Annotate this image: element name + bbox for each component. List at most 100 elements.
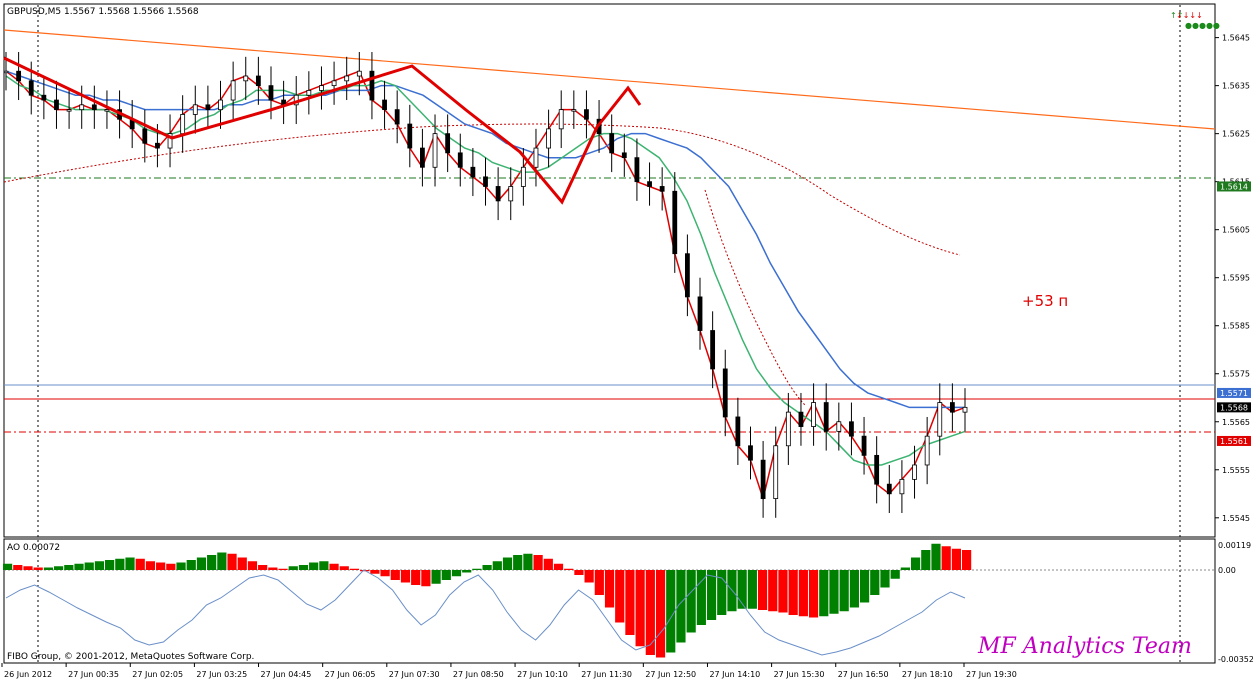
candle-body [962,406,968,413]
price-tag-label: 1.5571 [1220,389,1248,398]
candle-body [382,99,387,111]
candle-body [255,75,261,87]
candle-body [457,152,463,168]
price-tick-label: 1.5605 [1222,226,1250,235]
ao-bar [717,570,727,615]
ao-bar [298,565,309,570]
ao-bar [737,570,747,609]
ao-bar [788,570,798,615]
candle-body [268,85,274,101]
candle-body [659,186,665,192]
candle-body [331,80,337,87]
ao-bar [900,567,910,570]
candle-body [306,90,312,96]
price-tick-label: 1.5555 [1222,466,1250,475]
ao-bar [237,557,247,570]
copyright-text: FIBO Group, © 2001-2012, MetaQuotes Soft… [7,652,254,662]
main-plot-frame [3,3,1216,538]
time-tick-label: 27 Jun 10:10 [517,670,568,679]
ao-bar [502,557,513,570]
candle-body [16,70,22,82]
ao-bar [33,567,43,570]
price-tick-label: 1.5545 [1222,514,1250,523]
time-tick-label: 27 Jun 08:50 [453,670,504,679]
ao-bar [125,557,135,570]
ao-bar [798,570,808,617]
candle-body [533,147,539,168]
ao-bar [115,558,125,570]
candle-body [91,104,97,111]
candle-body [874,454,880,485]
time-tick-label: 27 Jun 12:50 [645,670,696,679]
price-tick-label: 1.5595 [1222,274,1250,283]
candle-body [218,99,223,111]
candle-body [710,330,716,370]
ao-bar [890,570,900,579]
price-tag [1217,435,1251,446]
ao-bar [156,562,166,570]
time-tick-label: 27 Jun 18:10 [902,670,953,679]
ao-bar [166,563,176,570]
ao-bar [329,563,339,570]
candle-body [508,186,514,202]
time-tick-label: 27 Jun 04:45 [261,670,312,679]
ao-bar [962,550,972,570]
ao-bar [217,552,227,570]
ao-bar [533,555,543,570]
ao-bar [105,560,115,570]
candle-body [344,75,350,82]
ao-bar [819,570,829,617]
candle-body [28,80,34,96]
ao-bar [594,570,604,595]
axes: 1.56451.56351.56251.56151.56051.55951.55… [1,34,1253,679]
ao-bar [553,563,564,570]
time-tick-label: 27 Jun 02:05 [132,670,183,679]
ao-bar [829,570,839,614]
candle-body [748,445,753,461]
ao-signal-line [5,569,966,656]
symbol-header: GBPUSD,M5 1.5567 1.5568 1.5566 1.5568 [7,7,199,17]
candle-body [356,70,362,77]
ao-bar [604,570,615,608]
ao-bar [859,570,870,603]
signal-arrows-icon: ↑↑ ↓↓↓↓ ●●●●● [1170,11,1220,30]
price-tag-label: 1.5568 [1220,403,1248,412]
candle-body [445,133,451,154]
candle-body [937,402,943,437]
ao-header: AO 0.00072 [7,543,60,553]
price-tag-label: 1.5614 [1220,182,1248,191]
ao-bar [278,568,288,570]
ao-bar [757,570,768,610]
candle-body [192,104,198,115]
ao-bar [64,565,74,570]
ao-bar [625,570,635,635]
candle-body [230,80,236,101]
ao-bar [84,562,94,570]
ao-bar [421,570,431,587]
ao-bar [462,570,472,573]
time-tick-label: 27 Jun 15:30 [774,670,825,679]
ao-bar [227,553,237,570]
candle-body [243,75,249,82]
ao-bar [584,570,594,583]
ao-bar [849,570,859,608]
ao-bar [778,570,788,613]
candle-body [520,166,526,187]
candle-body [722,368,728,418]
ao-bar [645,570,655,655]
candle-body [823,402,829,432]
ao-bar [54,566,64,570]
zigzag-line [3,56,642,205]
ao-bar [523,553,533,570]
price-tick-label: 1.5575 [1222,370,1250,379]
ao-bar [288,566,298,570]
ma-red-dotted [3,123,961,256]
candle-body [798,411,804,427]
ao-bar [339,566,349,570]
price-tick-label: 1.5585 [1222,322,1250,331]
ao-bar [706,570,717,620]
ao-bar [564,568,574,570]
candle-body [773,445,779,499]
candle-body [697,296,703,331]
candle-body [912,464,917,480]
